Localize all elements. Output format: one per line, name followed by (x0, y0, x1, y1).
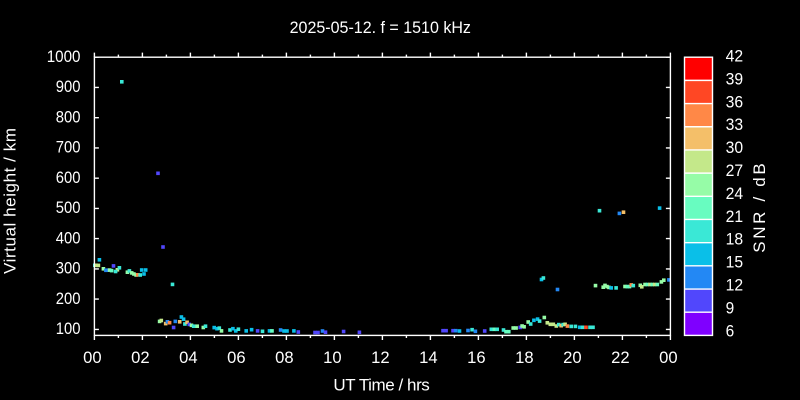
svg-text:900: 900 (56, 77, 81, 96)
svg-text:42: 42 (726, 47, 744, 66)
svg-text:Virtual height / km: Virtual height / km (1, 128, 20, 274)
svg-text:SNR / dB: SNR / dB (750, 163, 769, 253)
svg-text:700: 700 (56, 138, 81, 157)
svg-text:UT Time / hrs: UT Time / hrs (333, 375, 429, 394)
svg-text:02: 02 (131, 348, 150, 367)
svg-text:39: 39 (726, 69, 744, 88)
svg-text:18: 18 (515, 348, 534, 367)
svg-text:14: 14 (419, 348, 438, 367)
svg-text:100: 100 (56, 319, 81, 338)
svg-text:33: 33 (726, 115, 744, 134)
svg-text:04: 04 (179, 348, 198, 367)
svg-text:36: 36 (726, 92, 744, 111)
svg-text:08: 08 (275, 348, 294, 367)
svg-text:6: 6 (726, 321, 735, 340)
svg-text:22: 22 (611, 348, 630, 367)
svg-text:24: 24 (726, 184, 744, 203)
svg-text:200: 200 (56, 289, 81, 308)
svg-text:20: 20 (563, 348, 582, 367)
svg-text:1000: 1000 (47, 47, 81, 66)
svg-text:400: 400 (56, 228, 81, 247)
svg-text:2025-05-12. f = 1510 kHz: 2025-05-12. f = 1510 kHz (290, 18, 471, 37)
svg-text:27: 27 (726, 161, 744, 180)
svg-text:800: 800 (56, 107, 81, 126)
svg-text:18: 18 (726, 230, 744, 249)
svg-text:600: 600 (56, 168, 81, 187)
svg-text:16: 16 (467, 348, 486, 367)
svg-text:12: 12 (371, 348, 390, 367)
svg-text:15: 15 (726, 253, 744, 272)
svg-text:00: 00 (659, 348, 678, 367)
svg-text:06: 06 (227, 348, 246, 367)
svg-text:30: 30 (726, 138, 744, 157)
svg-text:12: 12 (726, 276, 744, 295)
svg-text:10: 10 (323, 348, 342, 367)
svg-text:21: 21 (726, 207, 744, 226)
svg-text:00: 00 (83, 348, 102, 367)
svg-text:9: 9 (726, 298, 735, 317)
svg-text:300: 300 (56, 259, 81, 278)
svg-text:500: 500 (56, 198, 81, 217)
